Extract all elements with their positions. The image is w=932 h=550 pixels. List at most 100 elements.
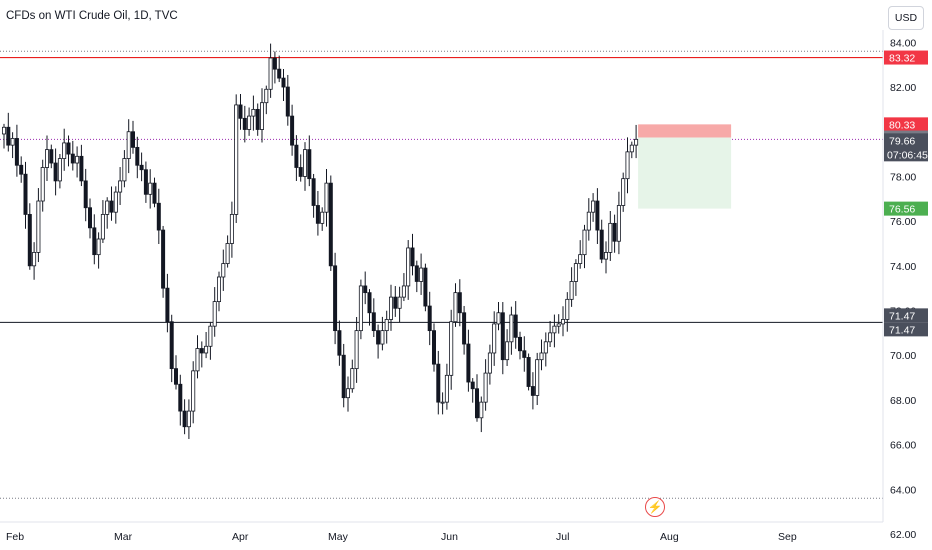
price-tag-label: 71.47 <box>889 310 915 322</box>
candle-body <box>70 153 75 164</box>
candle <box>470 378 475 403</box>
candle <box>376 324 381 359</box>
candle <box>634 124 639 159</box>
candle <box>19 156 24 183</box>
candle <box>234 94 239 223</box>
candle <box>62 128 67 171</box>
candle-body <box>457 292 462 314</box>
candle <box>105 197 110 229</box>
candle <box>518 331 523 360</box>
candle-body <box>191 370 196 412</box>
y-tick-label: 74.00 <box>890 261 916 273</box>
candle <box>384 310 389 344</box>
candle-body <box>165 287 170 323</box>
price-tag: 71.47 <box>884 322 928 337</box>
candle-body <box>10 138 15 146</box>
candle <box>191 361 196 424</box>
candle <box>122 150 127 188</box>
candle-body <box>474 388 479 419</box>
candle-body <box>518 336 523 352</box>
candle <box>27 203 32 270</box>
candle-body <box>509 314 514 343</box>
candle-body <box>449 321 454 376</box>
candle <box>169 314 174 383</box>
y-tick-label: 68.00 <box>890 395 916 407</box>
x-tick-label: May <box>328 531 349 543</box>
candle-body <box>234 104 239 215</box>
candle-body <box>492 323 497 354</box>
candle-body <box>470 381 475 390</box>
currency-button[interactable]: USD <box>888 6 924 30</box>
candle-body <box>277 68 282 79</box>
candle <box>414 260 419 293</box>
candle <box>264 85 269 115</box>
candle <box>466 329 471 392</box>
candle-body <box>500 312 505 361</box>
lightning-icon[interactable]: ⚡ <box>645 497 665 517</box>
long-position-tool[interactable] <box>638 124 732 209</box>
candle-body <box>341 354 346 399</box>
candle-body <box>410 247 415 267</box>
candle <box>449 309 454 390</box>
candle <box>148 169 153 209</box>
candle <box>96 232 101 269</box>
candle-body <box>130 131 135 148</box>
candle-body <box>440 401 445 404</box>
stop-loss-zone[interactable] <box>638 124 732 138</box>
candle <box>436 350 441 415</box>
candle <box>406 240 411 300</box>
candle-body <box>36 200 41 253</box>
candle-body <box>45 149 50 168</box>
candle-body <box>414 265 419 282</box>
candle-body <box>337 330 342 356</box>
candle <box>333 252 338 345</box>
take-profit-zone[interactable] <box>638 137 732 209</box>
candle <box>165 273 170 333</box>
x-tick-label: Jun <box>441 531 458 543</box>
candle <box>10 132 15 159</box>
candle-body <box>2 126 7 135</box>
candle-body <box>139 164 144 171</box>
candle <box>229 201 234 258</box>
candle-body <box>204 345 209 354</box>
candle <box>556 314 561 334</box>
candle <box>294 135 299 181</box>
candle-body <box>315 205 320 224</box>
time-axis[interactable]: Feb Mar Apr May Jun Jul Aug Sep <box>6 531 797 543</box>
price-tag: 71.47 <box>884 308 928 323</box>
price-axis[interactable]: 84.0082.0080.0078.0076.0074.0072.0070.00… <box>890 37 916 541</box>
candle-body <box>333 265 338 332</box>
candle <box>513 301 518 349</box>
candle <box>427 291 432 346</box>
candle <box>238 93 243 130</box>
candle-body <box>92 227 97 256</box>
candle <box>109 186 114 221</box>
candle-body <box>530 386 535 396</box>
price-tag-label: 83.32 <box>889 53 915 65</box>
candle <box>526 353 531 391</box>
candle <box>302 142 307 191</box>
candle-body <box>6 126 11 146</box>
candle-body <box>225 243 230 264</box>
candle-body <box>380 330 385 345</box>
candle <box>216 271 221 312</box>
candle <box>6 112 11 152</box>
candle-body <box>259 102 264 130</box>
chart-title: CFDs on WTI Crude Oil, 1D, TVC <box>6 10 178 22</box>
candle <box>285 74 290 126</box>
candle <box>616 191 621 255</box>
candle-body <box>582 229 587 256</box>
candle-body <box>522 350 527 358</box>
candle-body <box>238 104 243 119</box>
candle <box>483 359 488 411</box>
candle-body <box>40 167 45 202</box>
candle <box>608 210 613 261</box>
candle-body <box>62 142 67 159</box>
candle-body <box>272 57 277 70</box>
candle <box>397 286 402 323</box>
candle-body <box>345 388 350 399</box>
candle <box>629 141 634 159</box>
candle <box>53 148 58 196</box>
price-tag: 79.66 07:06:45 <box>884 133 928 162</box>
